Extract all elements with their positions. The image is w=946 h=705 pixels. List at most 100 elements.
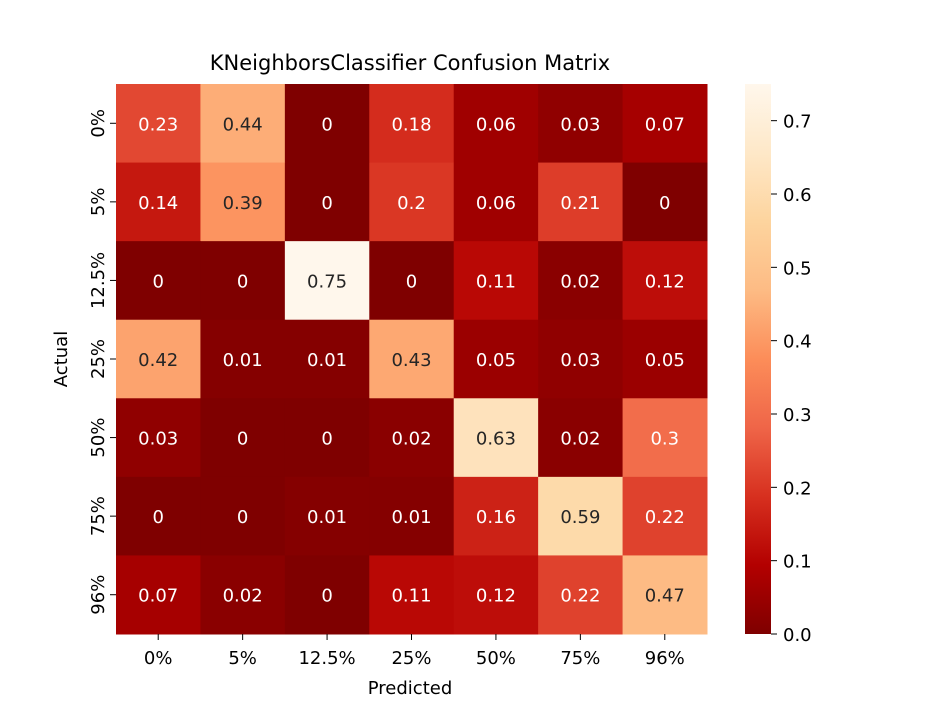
heatmap-cell [284, 162, 370, 242]
y-tick-label: 5% [88, 188, 109, 217]
cell-value-label: 0.43 [391, 350, 431, 371]
heatmap-cell [538, 319, 624, 399]
cell-value-label: 0.01 [307, 507, 347, 528]
heatmap-cell [369, 162, 455, 242]
x-axis-ticks: 0% 5% 12.5% 25% 50% 75% 96% [144, 634, 685, 669]
heatmap-cell [200, 84, 286, 164]
cell-value-label: 0 [237, 507, 248, 528]
heatmap-cell [284, 398, 370, 478]
heatmap-cell [284, 241, 370, 321]
heatmap-cell [538, 398, 624, 478]
cell-value-label: 0 [237, 429, 248, 450]
heatmap-cell [453, 162, 539, 242]
x-tick-label: 5% [228, 648, 257, 669]
colorbar-tick-label: 0.6 [783, 185, 812, 206]
colorbar-tick-label: 0.5 [783, 258, 812, 279]
cell-value-label: 0.39 [223, 193, 263, 214]
cell-value-label: 0.02 [560, 271, 600, 292]
cell-value-label: 0.14 [138, 193, 178, 214]
cell-value-label: 0.03 [560, 114, 600, 135]
heatmap-cell [200, 319, 286, 399]
cell-value-label: 0.01 [223, 350, 263, 371]
cell-value-label: 0.42 [138, 350, 178, 371]
heatmap-cell [284, 476, 370, 556]
cell-value-label: 0.75 [307, 271, 347, 292]
colorbar-tick-label: 0.7 [783, 112, 812, 133]
cell-value-label: 0.02 [560, 429, 600, 450]
heatmap-cell [284, 319, 370, 399]
cell-value-label: 0 [237, 271, 248, 292]
heatmap-cell [369, 241, 455, 321]
heatmap-cell [453, 241, 539, 321]
heatmap-cell [200, 241, 286, 321]
cell-value-label: 0.59 [560, 507, 600, 528]
heatmap-cell [116, 319, 201, 399]
y-axis-ticks: 0% 5% 12.5% 25% 50% 75% 96% [88, 109, 116, 615]
cell-value-label: 0.06 [476, 114, 516, 135]
heatmap-cell [116, 162, 201, 242]
heatmap-cell [453, 319, 539, 399]
x-tick-label: 12.5% [298, 648, 355, 669]
heatmap-cell [200, 162, 286, 242]
cell-value-label: 0.22 [560, 586, 600, 607]
cell-value-label: 0.03 [560, 350, 600, 371]
colorbar: 0.0 0.1 0.2 0.3 0.4 0.5 0.6 0.7 [745, 84, 812, 646]
colorbar-tick-label: 0.1 [783, 552, 812, 573]
cell-value-label: 0.47 [645, 586, 685, 607]
cell-value-label: 0.05 [476, 350, 516, 371]
y-tick-label: 96% [88, 575, 109, 615]
x-tick-label: 50% [476, 648, 516, 669]
heatmap-cell [538, 476, 624, 556]
cell-value-label: 0.02 [391, 429, 431, 450]
cell-annotations: 0.23 0.44 0 0.18 0.06 0.03 0.07 0.14 0.39 0 0.2 0.0… [138, 114, 685, 606]
cell-value-label: 0.06 [476, 193, 516, 214]
chart-title: KNeighborsClassifier Confusion Matrix [210, 51, 610, 75]
y-tick-label: 25% [88, 339, 109, 379]
heatmap-cell [622, 555, 708, 635]
heatmap-cell [200, 476, 286, 556]
cell-value-label: 0.63 [476, 429, 516, 450]
cell-value-label: 0.05 [645, 350, 685, 371]
y-tick-label: 75% [88, 496, 109, 536]
cell-value-label: 0 [321, 114, 332, 135]
cell-value-label: 0.07 [138, 586, 178, 607]
x-axis-label: Predicted [368, 678, 453, 699]
heatmap-cell [369, 398, 455, 478]
y-tick-label: 0% [88, 109, 109, 138]
heatmap-cell [538, 84, 624, 164]
heatmap-cell [538, 555, 624, 635]
cell-value-label: 0.23 [138, 114, 178, 135]
cell-value-label: 0.22 [645, 507, 685, 528]
y-tick-label: 50% [88, 418, 109, 458]
cell-value-label: 0.01 [307, 350, 347, 371]
cell-value-label: 0 [321, 193, 332, 214]
heatmap-cell [116, 476, 201, 556]
cell-value-label: 0.44 [223, 114, 263, 135]
cell-value-label: 0.11 [391, 586, 431, 607]
colorbar-tick-label: 0.3 [783, 405, 812, 426]
heatmap-cell [116, 555, 201, 635]
heatmap-cell [453, 476, 539, 556]
x-tick-label: 75% [560, 648, 600, 669]
cell-value-label: 0.12 [645, 271, 685, 292]
heatmap-cell [369, 476, 455, 556]
heatmap-cell [453, 555, 539, 635]
heatmap-cell [284, 84, 370, 164]
y-tick-label: 12.5% [88, 252, 109, 309]
cell-value-label: 0 [659, 193, 670, 214]
heatmap-cell [369, 84, 455, 164]
heatmap-cell [622, 398, 708, 478]
cell-value-label: 0.16 [476, 507, 516, 528]
heatmap-cell [116, 398, 201, 478]
heatmap-cell [622, 84, 708, 164]
cell-value-label: 0 [406, 271, 417, 292]
cell-value-label: 0.18 [391, 114, 431, 135]
heatmap-cells [116, 84, 708, 635]
cell-value-label: 0.03 [138, 429, 178, 450]
x-tick-label: 25% [391, 648, 431, 669]
heatmap-cell [622, 319, 708, 399]
heatmap-cell [369, 555, 455, 635]
cell-value-label: 0.2 [397, 193, 426, 214]
heatmap-cell [284, 555, 370, 635]
heatmap-cell [453, 84, 539, 164]
